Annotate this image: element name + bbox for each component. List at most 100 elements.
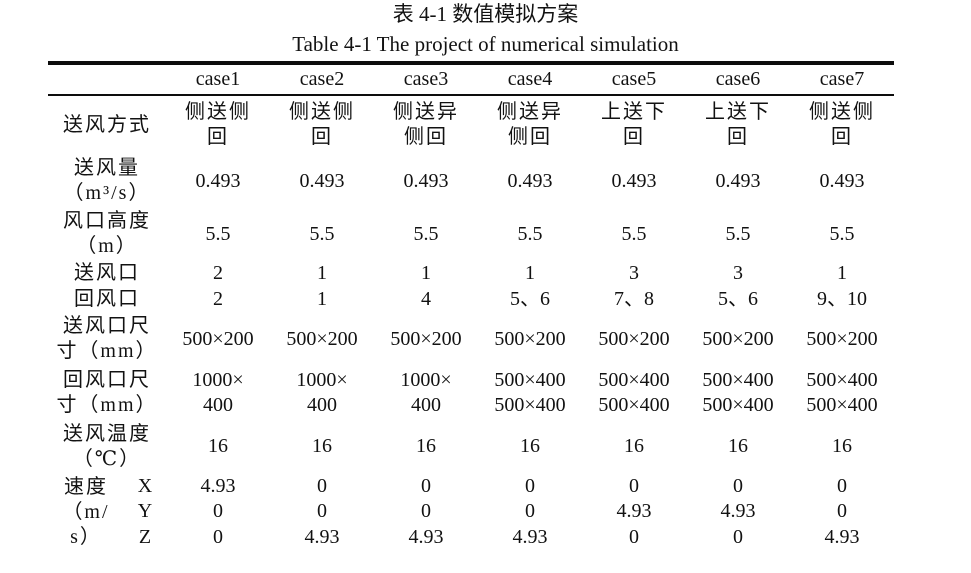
table-cell: 500×200: [806, 327, 878, 350]
table-cell: 0: [733, 474, 743, 497]
column-header-case2: case2: [270, 63, 374, 96]
table-row-outlet-height: 风口高度 （m） 5.5 5.5 5.5 5.5 5.5 5.5 5.5: [48, 208, 894, 260]
table-cell: 侧送异 侧回: [393, 101, 459, 148]
table-cell: 0: [629, 474, 639, 497]
table-cell: 4.93: [200, 474, 236, 497]
column-header-case3: case3: [374, 63, 478, 96]
axis-label-z: Z: [124, 524, 166, 551]
table-cell: 0: [525, 474, 535, 497]
column-header-case6: case6: [686, 63, 790, 96]
table-cell: 16: [728, 435, 748, 457]
table-cell: 0: [686, 524, 790, 551]
table-cell: 2: [213, 261, 223, 284]
table-cell: 0: [166, 524, 270, 551]
table-cell: 5.5: [725, 222, 751, 245]
table-cell: 侧送侧 回: [289, 101, 355, 148]
table-row-return-outlet-size: 回风口尺 寸（mm） 1000× 400 1000× 400 1000× 400…: [48, 366, 894, 420]
table-cell: 1: [317, 261, 327, 284]
table-cell: 4.93: [478, 524, 582, 551]
row-label: 送风方式: [63, 113, 151, 136]
row-label: 送风量 （m³/s）: [63, 157, 151, 204]
table-row-velocity-y: Y 0 0 0 0 4.93 4.93 0: [48, 499, 894, 524]
table-cell: 4.93: [270, 524, 374, 551]
table-cell: 16: [312, 435, 332, 457]
table-cell: 1000× 400: [296, 369, 348, 416]
table-cell: 4.93: [720, 500, 756, 522]
table-cell: 侧送侧 回: [185, 101, 251, 148]
table-title-en: Table 4-1 The project of numerical simul…: [292, 32, 679, 56]
table-cell: 5.5: [829, 222, 855, 245]
numerical-simulation-table: case1 case2 case3 case4 case5 case6 case…: [48, 61, 894, 551]
row-label: 送风温度 （℃）: [63, 422, 151, 470]
table-cell: 500×400 500×400: [494, 369, 566, 416]
column-header-case1: case1: [166, 63, 270, 96]
table-cell: 0: [317, 474, 327, 497]
table-row-velocity-x: 速度 （m/ s） X 4.93 0 0 0 0 0 0: [48, 473, 894, 548]
table-cell: 4.93: [790, 524, 894, 551]
header-empty-cell: [48, 63, 166, 96]
table-cell: 5.5: [205, 222, 231, 245]
table-cell: 500×400 500×400: [598, 369, 670, 416]
table-cell: 5.5: [413, 222, 439, 245]
table-cell: 500×200: [390, 327, 462, 350]
row-label: 回风口尺 寸（mm）: [56, 369, 158, 416]
table-cell: 1000× 400: [400, 369, 452, 416]
column-header-case5: case5: [582, 63, 686, 96]
row-label: 送风口尺 寸（mm）: [56, 315, 158, 362]
table-cell: 1: [837, 261, 847, 284]
table-cell: 7、8: [614, 287, 654, 310]
table-cell: 4.93: [374, 524, 478, 551]
table-cell: 4: [421, 287, 431, 310]
column-header-case7: case7: [790, 63, 894, 96]
table-cell: 上送下 回: [601, 101, 667, 148]
table-cell: 0: [837, 474, 847, 497]
table-cell: 500×200: [494, 327, 566, 350]
table-cell: 0: [213, 500, 223, 522]
table-cell: 16: [416, 435, 436, 457]
row-label: 回风口: [74, 287, 140, 310]
column-header-case4: case4: [478, 63, 582, 96]
table-cell: 侧送异 侧回: [497, 101, 563, 148]
table-cell: 0.493: [611, 169, 657, 192]
table-cell: 2: [213, 287, 223, 310]
row-label: 风口高度 （m）: [63, 210, 151, 257]
row-label: 送风口: [74, 261, 140, 284]
table-row-supply-outlet: 送风口 2 1 1 1 3 3 1: [48, 260, 894, 286]
table-cell: 500×200: [598, 327, 670, 350]
table-cell: 1: [421, 261, 431, 284]
table-cell: 16: [832, 435, 852, 457]
table-cell: 0.493: [299, 169, 345, 192]
table-cell: 侧送侧 回: [809, 101, 875, 148]
table-cell: 0: [421, 500, 431, 522]
table-cell: 0.493: [507, 169, 553, 192]
axis-label-y: Y: [137, 500, 153, 522]
table-cell: 1000× 400: [192, 369, 244, 416]
table-cell: 1: [317, 287, 327, 310]
table-row-return-outlet: 回风口 2 1 4 5、6 7、8 5、6 9、10: [48, 286, 894, 312]
header-row: case1 case2 case3 case4 case5 case6 case…: [48, 63, 894, 96]
table-cell: 3: [629, 261, 639, 284]
table-row-supply-temperature: 送风温度 （℃） 16 16 16 16 16 16 16: [48, 420, 894, 473]
table-cell: 16: [624, 435, 644, 457]
table-cell: 0: [525, 500, 535, 522]
table-cell: 1: [525, 261, 535, 284]
table-cell: 500×200: [702, 327, 774, 350]
table-cell: 500×200: [182, 327, 254, 350]
row-label-velocity: 速度 （m/ s）: [48, 473, 124, 551]
table-cell: 16: [520, 435, 540, 457]
table-cell: 500×200: [286, 327, 358, 350]
table-cell: 5、6: [510, 287, 550, 310]
table-cell: 5.5: [621, 222, 647, 245]
table-cell: 500×400 500×400: [702, 369, 774, 416]
table-cell: 上送下 回: [705, 101, 771, 148]
table-cell: 0: [421, 474, 431, 497]
axis-label-x: X: [137, 474, 153, 497]
table-cell: 0: [582, 524, 686, 551]
table-row-velocity-z: Z 0 4.93 4.93 4.93 0 0 4.93: [48, 524, 894, 551]
table-cell: 5.5: [517, 222, 543, 245]
table-cell: 0: [837, 500, 847, 522]
table-cell: 9、10: [817, 287, 867, 310]
table-cell: 0: [317, 500, 327, 522]
table-cell: 3: [733, 261, 743, 284]
